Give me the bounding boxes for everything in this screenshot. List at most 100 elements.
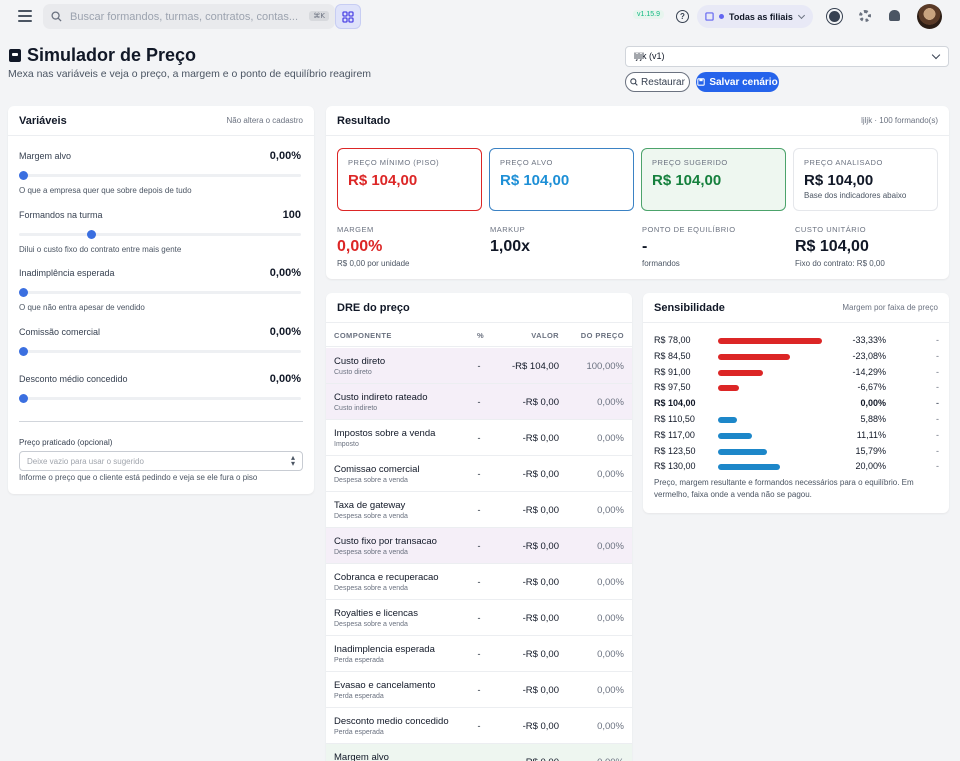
variable-slider[interactable] xyxy=(19,171,301,180)
variable-row: Margem alvo 0,00% xyxy=(19,150,301,162)
variable-slider[interactable] xyxy=(19,288,301,297)
restore-button[interactable]: Restaurar xyxy=(625,72,690,92)
stat-label: MARGEM xyxy=(337,225,374,234)
sensitivity-margin: -6,67% xyxy=(857,382,886,393)
dre-share: 0,00% xyxy=(597,649,624,660)
table-row: Custo indireto rateado Custo indireto - -R$… xyxy=(326,384,632,420)
dre-component: Impostos sobre a venda Imposto xyxy=(334,428,435,448)
dre-pct: - xyxy=(477,685,481,695)
sensitivity-bar xyxy=(718,385,739,392)
dre-component-name: Evasao e cancelamento xyxy=(334,680,436,691)
sensitivity-breakeven: - xyxy=(936,398,939,409)
variables-title: Variáveis xyxy=(19,114,67,127)
price-card-value: R$ 104,00 xyxy=(348,172,418,189)
search-box[interactable]: Buscar formandos, turmas, contratos, con… xyxy=(43,4,335,29)
branch-status-dot xyxy=(719,14,724,19)
variable-help: O que a empresa quer que sobre depois de… xyxy=(19,186,192,195)
sensitivity-breakeven: - xyxy=(936,429,939,440)
dre-share: 0,00% xyxy=(597,613,624,624)
stat-item: CUSTO UNITÁRIO R$ 104,00 Fixo do contrato:… xyxy=(795,225,935,268)
variables-header: Variáveis Não altera o cadastro xyxy=(8,106,314,136)
dre-component: Evasao e cancelamento Perda esperada xyxy=(334,680,435,700)
theme-toggle-icon[interactable] xyxy=(829,11,840,22)
sensitivity-note: Margem por faixa de preço xyxy=(842,303,938,312)
menu-icon[interactable] xyxy=(18,10,32,22)
sensitivity-bar xyxy=(718,464,781,471)
variable-name: Formandos na turma xyxy=(19,210,103,220)
slider-thumb[interactable] xyxy=(19,171,28,180)
scenario-select[interactable]: ljljk (v1) xyxy=(625,46,949,67)
slider-thumb[interactable] xyxy=(86,230,96,239)
stat-value: - xyxy=(642,238,648,255)
price-input[interactable]: Deixe vazio para usar o sugerido ▴ ▾ xyxy=(19,451,303,471)
stepper-icon[interactable]: ▴ ▾ xyxy=(290,453,295,468)
search-icon xyxy=(630,78,638,86)
dre-component-category: Despesa sobre a venda xyxy=(334,585,408,592)
dre-pct: - xyxy=(472,757,486,761)
result-note: ljljk · 100 formando(s) xyxy=(861,116,938,125)
variable-slider[interactable] xyxy=(19,347,301,356)
slider-thumb[interactable] xyxy=(19,288,28,297)
sensitivity-row: R$ 110,50 5,88% - xyxy=(654,414,939,427)
save-scenario-button[interactable]: Salvar cenário xyxy=(696,72,779,92)
variables-note: Não altera o cadastro xyxy=(226,116,304,125)
sensitivity-row: R$ 84,50 -23,08% - xyxy=(654,351,939,364)
dre-component-category: Despesa sobre a venda xyxy=(334,513,408,520)
dre-value: -R$ 0,00 xyxy=(522,397,559,408)
variable-item: Formandos na turma 100 Dilui o custo fixo … xyxy=(19,209,301,254)
result-title: Resultado xyxy=(337,114,391,127)
table-row: Evasao e cancelamento Perda esperada - -R$ … xyxy=(326,672,632,708)
dre-component-name: Custo fixo por transacao xyxy=(334,536,437,547)
dre-component-category: Perda esperada xyxy=(334,657,384,664)
sensitivity-row: R$ 130,00 20,00% - xyxy=(654,461,939,474)
branch-selector[interactable]: Todas as filiais xyxy=(697,5,813,28)
variable-item: Margem alvo 0,00% O que a empresa quer que… xyxy=(19,150,301,195)
variable-row: Comissão comercial 0,00% xyxy=(19,326,301,338)
help-icon[interactable]: ? xyxy=(676,10,689,23)
dre-share: 0,00% xyxy=(597,505,624,516)
settings-icon[interactable] xyxy=(859,10,871,22)
variable-slider[interactable] xyxy=(19,230,301,239)
dre-component: Custo direto Custo direto xyxy=(334,356,385,376)
search-shortcut: ⌘K xyxy=(309,11,329,21)
price-card-label: PREÇO ALVO xyxy=(500,158,553,167)
variable-slider[interactable] xyxy=(19,394,301,403)
search-input[interactable]: Buscar formandos, turmas, contratos, con… xyxy=(70,10,299,23)
avatar[interactable] xyxy=(917,4,942,29)
dre-component-name: Custo indireto rateado xyxy=(334,392,428,403)
dre-pct: - xyxy=(477,361,481,371)
dre-share: 100,00% xyxy=(586,361,624,372)
sensitivity-row: R$ 91,00 -14,29% - xyxy=(654,367,939,380)
table-row: Margem alvo - R$ 0,00 0,00% xyxy=(326,744,632,761)
sensitivity-row: R$ 78,00 -33,33% - xyxy=(654,335,939,348)
stat-sub: Fixo do contrato: R$ 0,00 xyxy=(795,259,885,268)
apps-grid-button[interactable] xyxy=(335,4,361,29)
dre-col-component: COMPONENTE xyxy=(334,331,392,340)
sensitivity-breakeven: - xyxy=(936,461,939,472)
slider-thumb[interactable] xyxy=(19,394,28,403)
stat-item: MARGEM 0,00% R$ 0,00 por unidade xyxy=(337,225,477,268)
variables-divider xyxy=(19,421,303,422)
dre-component: Desconto medio concedido Perda esperada xyxy=(334,716,449,736)
price-card-value: R$ 104,00 xyxy=(500,172,570,189)
dre-value: -R$ 0,00 xyxy=(522,685,559,696)
page-subtitle: Mexa nas variáveis e veja o preço, a mar… xyxy=(8,68,372,80)
variable-value: 0,00% xyxy=(269,150,301,162)
dre-share: 0,00% xyxy=(597,721,624,732)
sensitivity-margin: 20,00% xyxy=(855,461,886,472)
dre-col-value: VALOR xyxy=(531,331,559,340)
table-row: Custo direto Custo direto - -R$ 104,00 100,0… xyxy=(326,348,632,384)
table-row: Cobranca e recuperacao Despesa sobre a ve… xyxy=(326,564,632,600)
notifications-icon[interactable] xyxy=(889,10,900,21)
sensitivity-row: R$ 97,50 -6,67% - xyxy=(654,382,939,395)
dre-pct: - xyxy=(477,397,481,407)
price-card: PREÇO ALVO R$ 104,00 xyxy=(489,148,634,211)
slider-thumb[interactable] xyxy=(19,347,28,356)
dre-value: R$ 0,00 xyxy=(526,757,559,761)
sensitivity-title: Sensibilidade xyxy=(654,301,725,314)
dre-header: DRE do preço xyxy=(326,293,632,323)
sensitivity-margin: -33,33% xyxy=(852,335,886,345)
dre-pct: - xyxy=(477,613,481,623)
dre-share: 0,00% xyxy=(597,433,624,444)
dre-card: DRE do preço COMPONENTE % VALOR DO PREÇO… xyxy=(326,293,632,761)
